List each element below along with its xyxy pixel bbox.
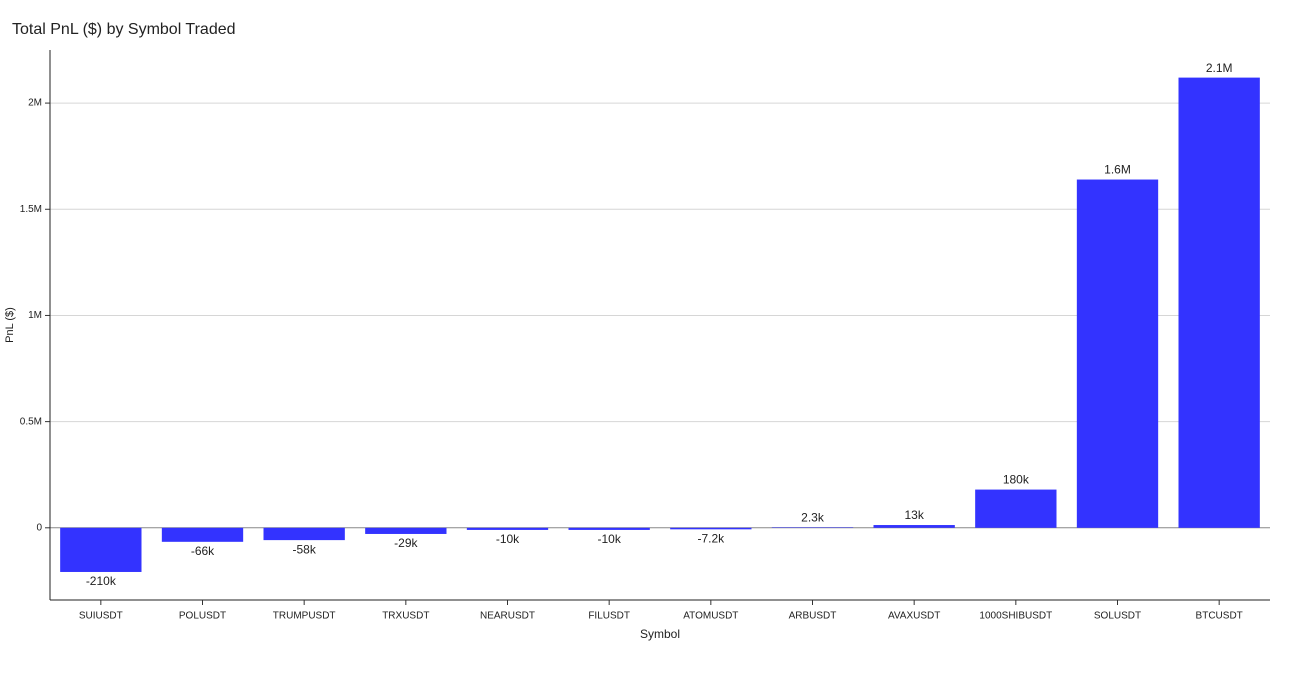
bar (975, 489, 1057, 528)
value-label: 2.1M (1206, 61, 1233, 75)
value-label: -66k (191, 544, 215, 558)
value-label: 2.3k (801, 510, 825, 524)
value-label: -58k (292, 542, 316, 556)
x-tick-label: SOLUSDT (1094, 611, 1141, 622)
x-axis-label: Symbol (640, 627, 680, 641)
x-tick-label: AVAXUSDT (888, 611, 940, 622)
bar (670, 527, 752, 530)
bar (1076, 179, 1159, 528)
bar (60, 527, 142, 572)
x-tick-label: POLUSDT (179, 611, 226, 622)
y-tick-label: 1M (28, 310, 42, 321)
x-tick-label: TRUMPUSDT (273, 611, 336, 622)
y-axis-label: PnL ($) (4, 307, 16, 343)
bar (263, 527, 345, 541)
bar (365, 527, 447, 534)
y-tick-label: 0 (36, 522, 42, 533)
value-label: 13k (904, 508, 924, 522)
chart-title: Total PnL ($) by Symbol Traded (12, 21, 236, 38)
y-tick-label: 0.5M (20, 416, 42, 427)
value-label: -7.2k (697, 532, 725, 546)
x-tick-label: SUIUSDT (79, 611, 123, 622)
value-label: 180k (1003, 473, 1030, 487)
x-tick-label: ATOMUSDT (683, 611, 738, 622)
value-label: -29k (394, 536, 418, 550)
x-tick-label: ARBUSDT (789, 611, 837, 622)
bar (1178, 77, 1260, 528)
x-tick-label: NEARUSDT (480, 611, 535, 622)
x-tick-label: BTCUSDT (1196, 611, 1243, 622)
y-tick-label: 1.5M (20, 204, 42, 215)
value-label: -10k (496, 532, 520, 546)
x-tick-label: FILUSDT (588, 611, 630, 622)
value-label: -210k (86, 574, 117, 588)
bar (873, 525, 955, 528)
x-tick-label: TRXUSDT (382, 611, 429, 622)
bar (568, 527, 650, 530)
bar (466, 527, 549, 530)
value-label: -10k (597, 532, 621, 546)
y-tick-label: 2M (28, 98, 42, 109)
value-label: 1.6M (1104, 163, 1131, 177)
x-tick-label: 1000SHIBUSDT (979, 611, 1052, 622)
bar (161, 527, 244, 542)
